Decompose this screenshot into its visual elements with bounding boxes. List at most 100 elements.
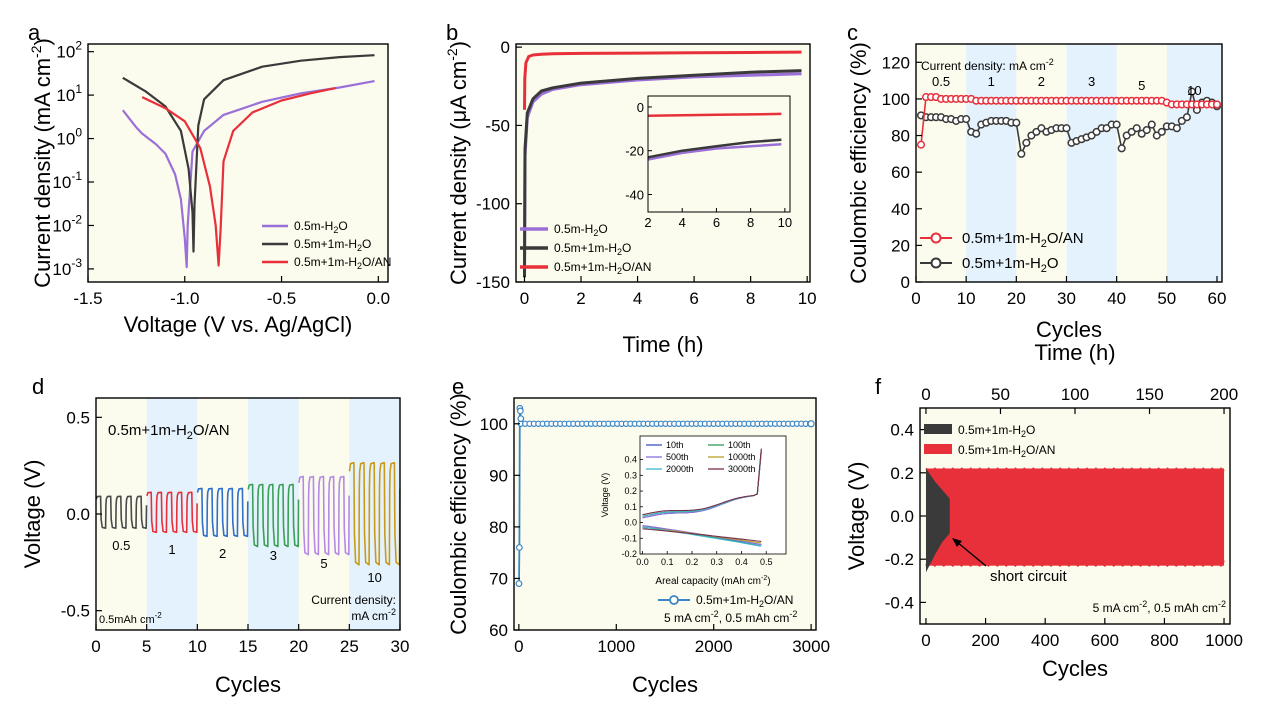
condition-note-f: 5 mA cm-2, 0.5 mAh cm-2 [1093, 599, 1226, 615]
rate-band-c [1066, 44, 1117, 282]
xtick-label-e: 3000 [792, 637, 830, 656]
inset-charge-e-6 [642, 448, 762, 516]
rate-label-c-4: 3 [1088, 74, 1095, 89]
point-c [1212, 100, 1222, 109]
legend-label-f-1: 0.5m+1m-H2O [958, 423, 1035, 439]
ticks-e: 0 1000 2000 3000 60 70 80 90 100 [480, 415, 830, 656]
ytick-label-f: 0.0 [890, 507, 914, 526]
panel-letter-e: e [452, 374, 464, 399]
inset-ytick-label-e: 0.2 [624, 486, 637, 496]
inset-ytick-label-e: 0.4 [624, 455, 637, 465]
rate-bands-d [146, 398, 400, 630]
rate-bands-c [966, 44, 1222, 282]
inset-xtick-label-b: 8 [747, 215, 754, 230]
panel-letter-f: f [875, 374, 882, 399]
inset-xtick-label-e: 0.0 [636, 557, 649, 567]
inset-ytick-label-e: -0.1 [621, 533, 637, 543]
inset-discharge-e-5 [642, 526, 762, 547]
inset-x-axis-label-e: Areal capacity (mAh cm-2) [655, 575, 770, 587]
inset-ytick-label-b: -40 [625, 187, 644, 202]
line-b-3 [523, 50, 802, 110]
top-xtick-label-f: 200 [1210, 385, 1238, 404]
inset-ytick-label-e: 0.1 [624, 502, 637, 512]
legend-b: 0.5m-H2O 0.5m+1m-H2O 0.5m+1m-H2O/AN [520, 222, 651, 276]
point-c [1182, 113, 1191, 122]
inset-legend-label-e-4: 1000th [728, 452, 756, 462]
xtick-label-d: 25 [340, 637, 359, 656]
xtick-label-d: 15 [239, 637, 258, 656]
series-points-e [515, 404, 815, 587]
xtick-label-c: 10 [957, 289, 976, 308]
point-c [1117, 144, 1126, 153]
inset-xtick-label-b: 6 [713, 215, 720, 230]
xtick-label-f: 400 [1031, 631, 1059, 650]
rate-labels-d: 0.5 1 2 3 5 10 [112, 538, 382, 585]
area-f-red [925, 468, 1225, 566]
legend-item-a-1: 0.5m-H2O [262, 219, 348, 235]
ytick-label-d: -0.5 [61, 602, 90, 621]
inset-ticks-e: 0.0 0.1 0.2 0.3 0.4 0.5 -0.2 -0.1 0.0 0.1 0.2 0.3 0.… [621, 455, 772, 567]
ytick-label-a: 102 [56, 39, 82, 62]
legend-item-a-2: 0.5m+1m-H2O [262, 237, 371, 253]
panel-d: d 0 5 10 15 20 25 30-0.50.00.5 0.5m+1m-H2O/AN … [20, 374, 409, 697]
legend-c: 0.5m+1m-H2O/AN 0.5m+1m-H2O [920, 230, 1084, 275]
xtick-label-b: 6 [689, 289, 698, 308]
legend-item-b-1: 0.5m-H2O [520, 222, 608, 238]
inset-line-b-1 [647, 142, 782, 161]
ytick-label-f: -0.2 [885, 550, 914, 569]
x-axis-label-a: Voltage (V vs. Ag/AgCl) [124, 312, 353, 337]
point-c [1172, 124, 1181, 133]
ytick-label-b: -100 [476, 195, 510, 214]
xtick-label-c: 30 [1057, 289, 1076, 308]
series-lines-b [523, 50, 802, 278]
inset-xtick-label-b: 10 [778, 215, 792, 230]
ytick-label-c: 40 [891, 200, 910, 219]
legend-label-f-2: 0.5m+1m-H2O/AN [958, 443, 1055, 459]
legend-item-c-2: 0.5m+1m-H2O [920, 255, 1059, 275]
point-c [1022, 138, 1031, 147]
rate-label-c-1: 0.5 [932, 74, 950, 89]
ytick-label-d: 0.5 [66, 408, 90, 427]
legend-item-c-1: 0.5m+1m-H2O/AN [920, 230, 1084, 250]
legend-label-e: 0.5m+1m-H2O/AN [696, 593, 793, 609]
point-e [517, 415, 525, 423]
area-f-black [926, 468, 950, 573]
xtick-label-d: 0 [91, 637, 100, 656]
legend-label-b-1: 0.5m-H2O [554, 222, 608, 238]
rate-label-d-4: 3 [270, 548, 277, 563]
point-c [1157, 127, 1166, 136]
voltage-trace-d-4 [247, 483, 300, 548]
voltage-trace-d-2 [146, 491, 198, 534]
voltage-trace-d-3 [196, 487, 249, 538]
series-lines-a [121, 54, 375, 269]
ytick-label-e: 70 [489, 569, 508, 588]
ytick-label-a: 101 [56, 82, 82, 105]
xtick-label-f: 1000 [1205, 631, 1243, 650]
xtick-label-d: 20 [289, 637, 308, 656]
ytick-label-c: 120 [882, 53, 910, 72]
xtick-label-c: 0 [911, 289, 920, 308]
inset-legend-label-e-2: 100th [728, 440, 751, 450]
inset-ytick-label-e: 0.0 [624, 518, 637, 528]
inset-xtick-label-e: 0.3 [710, 557, 723, 567]
xtick-label-e: 0 [514, 637, 523, 656]
xtick-label-b: 2 [576, 289, 585, 308]
point-c [1187, 87, 1196, 96]
inset-y-axis-label-e: Voltage (V) [600, 473, 610, 518]
x-axis-label-c: Cycles [1036, 317, 1102, 342]
xtick-label-b: 0 [520, 289, 529, 308]
voltage-trace-d-1 [95, 495, 148, 530]
xtick-label-a: -1.0 [170, 289, 199, 308]
rate-label-d-3: 2 [219, 546, 226, 561]
inset-xtick-label-e: 0.1 [661, 557, 674, 567]
ytick-label-b: -50 [485, 116, 510, 135]
panel-c: c 0 10 20 30 40 50 60 0 20 40 60 80 100 120 Current d… [846, 20, 1226, 342]
ytick-label-f: -0.4 [885, 593, 914, 612]
top-axis-label-f: Time (h) [1034, 340, 1115, 365]
current-density-note-c: Current density: mA cm-2 [921, 57, 1054, 73]
top-xtick-label-f: 100 [1061, 385, 1089, 404]
legend-label-a-3: 0.5m+1m-H2O/AN [294, 255, 391, 271]
legend-label-a-1: 0.5m-H2O [294, 219, 348, 235]
rate-label-c-5: 5 [1138, 78, 1145, 93]
